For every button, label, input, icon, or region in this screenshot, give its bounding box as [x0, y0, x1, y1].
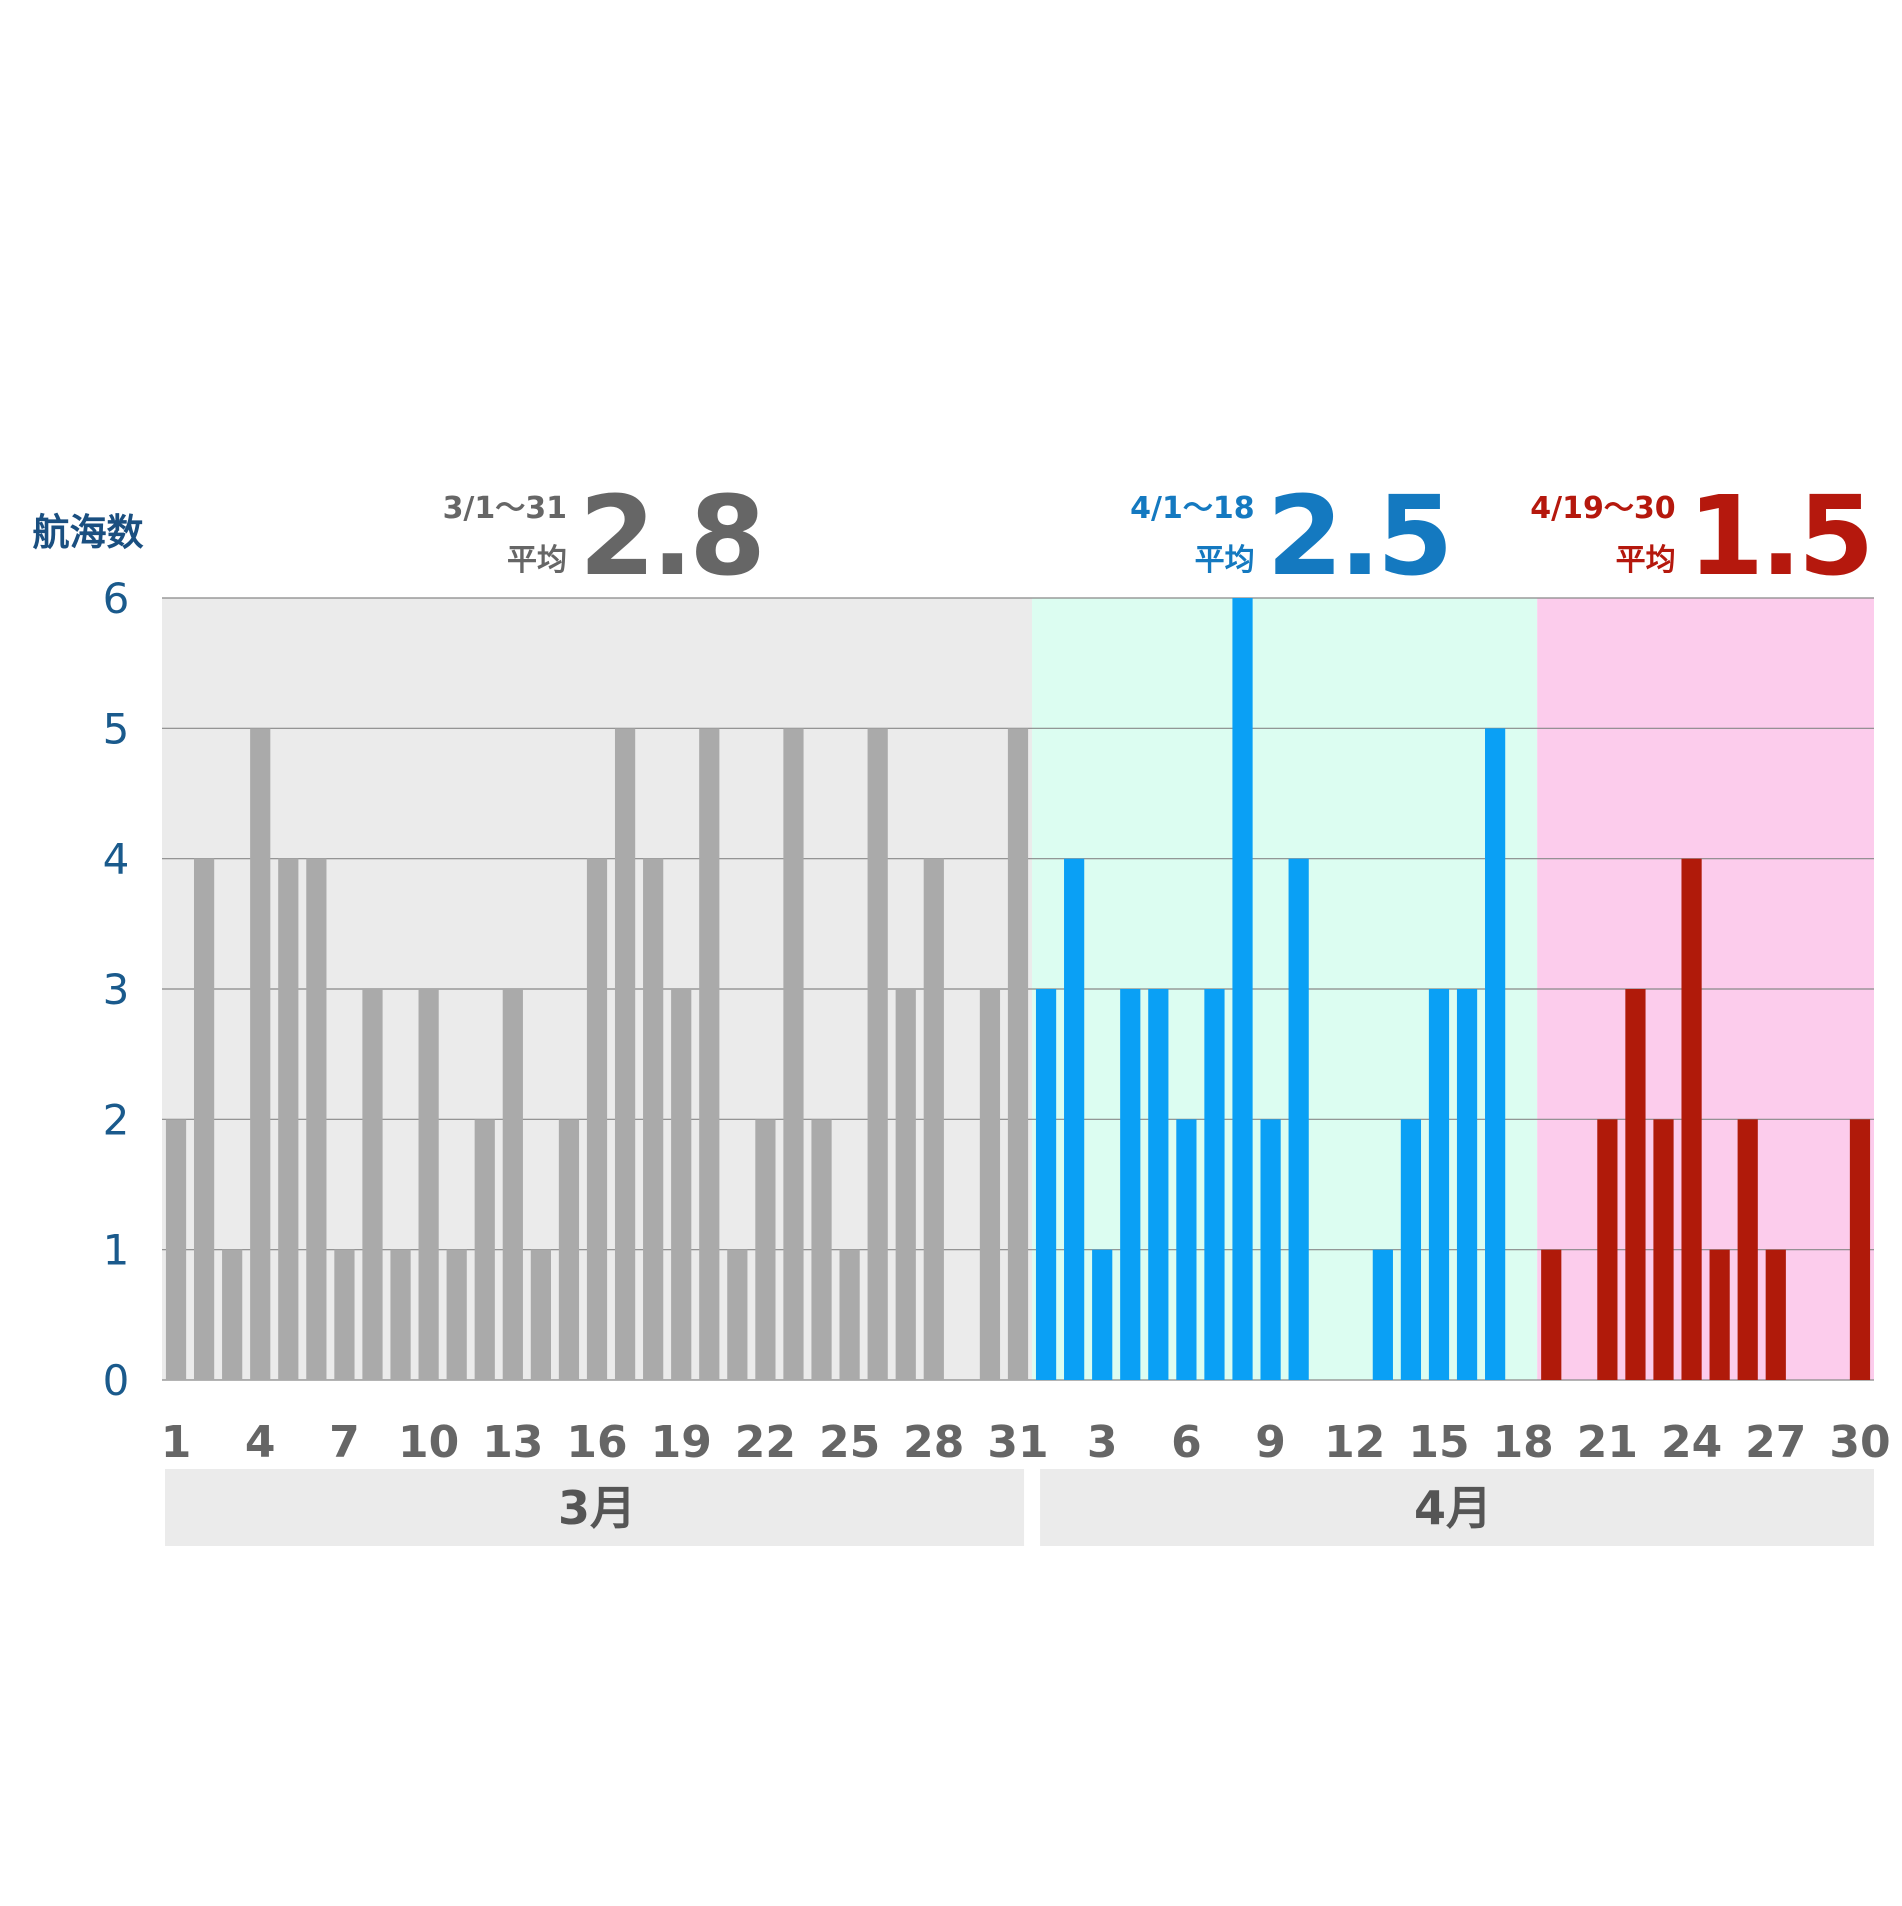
month-label: 4月: [1414, 1481, 1492, 1535]
y-tick-label: 4: [103, 835, 130, 884]
period-range: 3/1〜31: [443, 491, 567, 526]
x-tick-label: 6: [1171, 1417, 1202, 1468]
y-axis-label: 航海数: [33, 511, 144, 554]
bar: [1541, 1249, 1562, 1380]
average-value: 1.5: [1688, 472, 1871, 600]
bar: [278, 858, 299, 1380]
x-tick-label: 31: [987, 1417, 1048, 1468]
bar: [1007, 728, 1029, 1380]
bar: [699, 728, 720, 1380]
average-value: 2.8: [579, 472, 762, 600]
x-tick-label: 21: [1577, 1417, 1638, 1468]
bar: [390, 1249, 411, 1380]
bar: [530, 1249, 551, 1380]
bar: [446, 1249, 467, 1380]
average-label: 平均: [507, 543, 567, 578]
x-tick-label: 4: [245, 1417, 276, 1468]
x-tick-label: 24: [1661, 1417, 1722, 1468]
bar: [250, 728, 271, 1380]
bar: [362, 989, 383, 1380]
bar: [811, 1119, 832, 1380]
x-tick-label: 3: [1087, 1417, 1118, 1468]
bar: [1597, 1119, 1618, 1380]
bar: [1260, 1119, 1281, 1380]
bar: [1485, 728, 1506, 1380]
bar: [755, 1119, 776, 1380]
bar: [334, 1249, 355, 1380]
bar: [1232, 598, 1253, 1380]
y-tick-label: 2: [103, 1095, 130, 1144]
average-label: 平均: [1195, 543, 1255, 578]
bar: [1765, 1249, 1786, 1380]
bar: [1456, 989, 1478, 1380]
bar: [1064, 858, 1085, 1380]
y-tick-label: 1: [103, 1226, 130, 1275]
month-band: [1040, 1469, 1874, 1546]
x-tick-label: 28: [903, 1417, 964, 1468]
bar: [839, 1249, 860, 1380]
x-tick-label: 10: [398, 1417, 459, 1468]
bar: [923, 858, 944, 1380]
x-tick-label: 25: [819, 1417, 880, 1468]
bar: [727, 1249, 748, 1380]
bar: [1120, 989, 1141, 1380]
bar: [671, 989, 692, 1380]
bar: [1709, 1249, 1730, 1380]
bar: [558, 1119, 580, 1380]
bar: [1737, 1119, 1758, 1380]
bar: [614, 728, 636, 1380]
bar: [306, 858, 327, 1380]
bar: [1148, 989, 1169, 1380]
average-value: 2.5: [1267, 472, 1450, 600]
y-tick-label: 0: [103, 1356, 130, 1405]
bar: [1625, 989, 1646, 1380]
bar: [979, 989, 1001, 1380]
x-tick-label: 18: [1493, 1417, 1554, 1468]
y-tick-label: 3: [103, 965, 130, 1014]
bar: [1681, 858, 1702, 1380]
bar: [783, 728, 804, 1380]
bar: [165, 1119, 187, 1380]
y-tick-label: 5: [103, 704, 130, 753]
x-tick-label: 16: [566, 1417, 627, 1468]
bar: [418, 989, 439, 1380]
period-range: 4/19〜30: [1530, 491, 1675, 526]
x-tick-label: 12: [1324, 1417, 1385, 1468]
y-tick-label: 6: [103, 574, 130, 623]
x-tick-label: 22: [735, 1417, 796, 1468]
x-tick-label: 30: [1829, 1417, 1890, 1468]
x-tick-label: 1: [161, 1417, 192, 1468]
bar: [867, 728, 888, 1380]
bar: [1092, 1249, 1113, 1380]
x-tick-label: 7: [329, 1417, 360, 1468]
bar: [586, 858, 608, 1380]
bar: [1035, 989, 1057, 1380]
bar: [1288, 858, 1309, 1380]
period-range: 4/1〜18: [1130, 491, 1254, 526]
bar: [643, 858, 664, 1380]
x-tick-label: 27: [1745, 1417, 1806, 1468]
bar: [502, 989, 523, 1380]
bar: [1400, 1119, 1422, 1380]
bar: [1372, 1249, 1393, 1380]
x-tick-label: 9: [1255, 1417, 1286, 1468]
bar: [1176, 1119, 1197, 1380]
bar: [1428, 989, 1450, 1380]
bar: [895, 989, 916, 1380]
bar: [1653, 1119, 1674, 1380]
month-band: [165, 1469, 1025, 1546]
bar: [222, 1249, 243, 1380]
x-tick-label: 15: [1408, 1417, 1469, 1468]
bar: [1849, 1119, 1871, 1380]
average-label: 平均: [1616, 543, 1676, 578]
bar: [1204, 989, 1225, 1380]
bar: [193, 858, 215, 1380]
x-tick-label: 19: [651, 1417, 712, 1468]
bar: [474, 1119, 495, 1380]
x-tick-label: 13: [482, 1417, 543, 1468]
month-label: 3月: [558, 1481, 636, 1535]
